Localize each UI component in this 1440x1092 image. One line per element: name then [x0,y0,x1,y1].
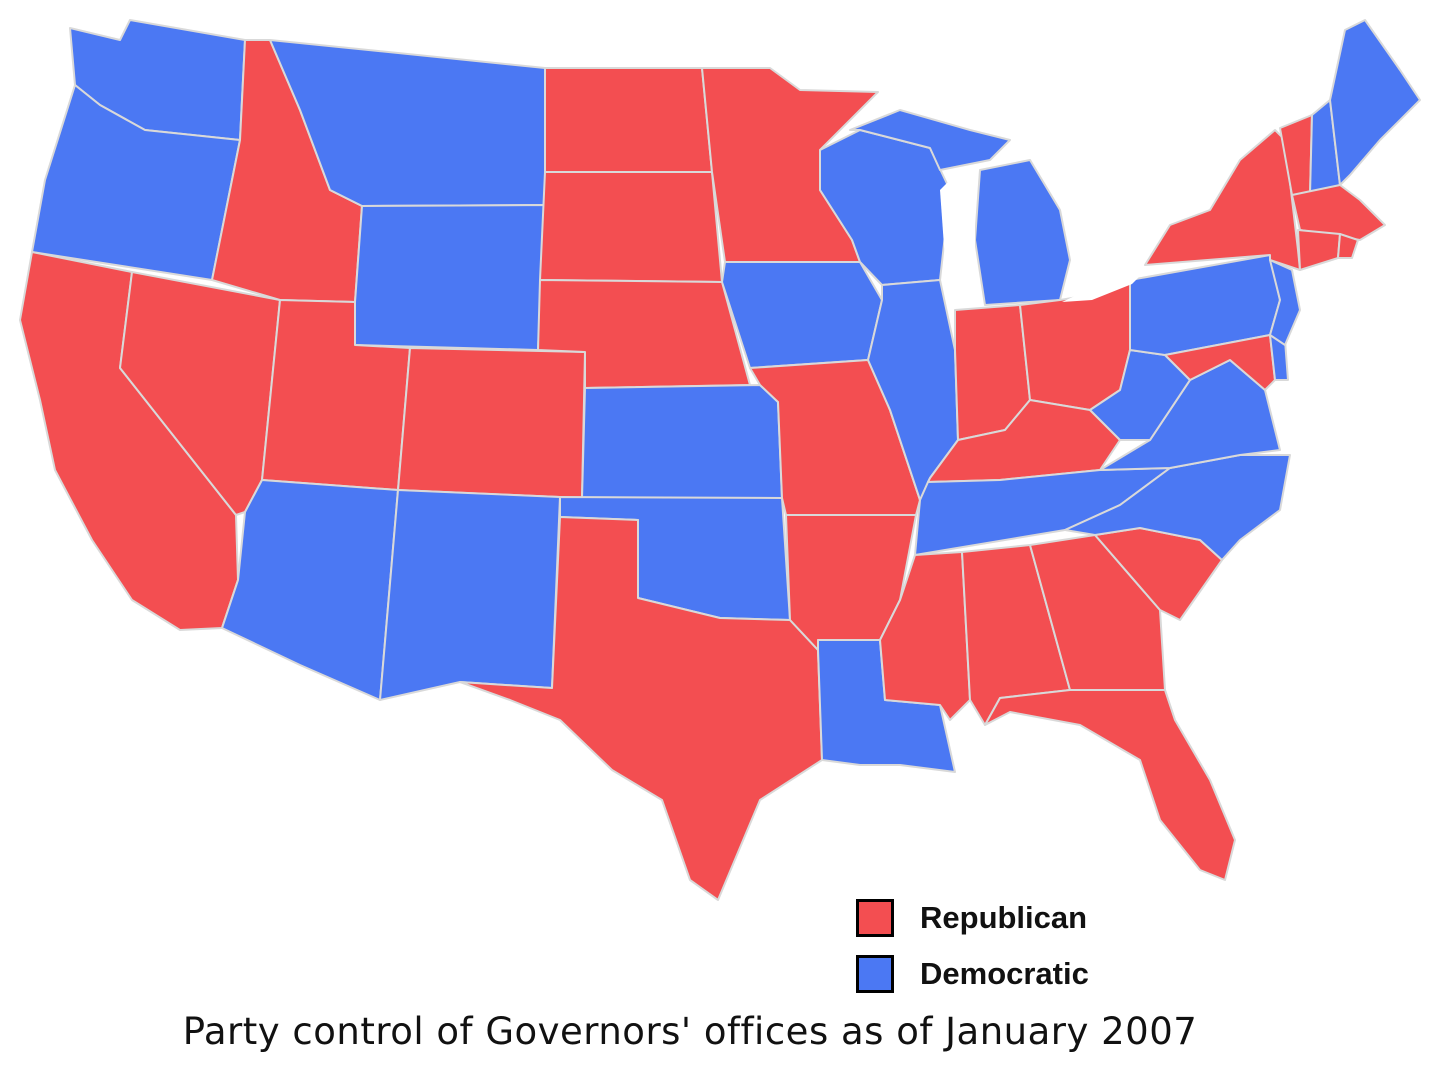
lake-erie [1062,268,1148,302]
legend: Republican Democratic [856,890,1176,1002]
state-az [221,479,399,701]
state-mi-upper [849,109,1011,171]
state-ny [1144,129,1301,271]
state-tx [459,516,823,901]
legend-swatch-republican [856,899,894,937]
us-governors-map [19,19,1421,901]
state-nd [544,67,713,173]
state-sd [539,171,723,283]
legend-item-republican: Republican [856,890,1176,946]
state-co [397,347,586,499]
state-ri [1337,233,1359,259]
state-ks [581,384,783,499]
state-ky [927,399,1121,483]
state-fl [984,689,1236,881]
legend-item-democratic: Democratic [856,946,1176,1002]
state-nm [379,489,561,701]
legend-swatch-democratic [856,955,894,993]
state-ia [721,261,883,369]
state-ct [1297,229,1341,271]
state-me [1329,19,1421,186]
legend-label-republican: Republican [920,900,1088,935]
state-nc [1064,454,1291,561]
lake-michigan [940,170,975,300]
state-mi [974,159,1071,306]
state-nj [1269,259,1301,346]
map-caption: Party control of Governors' offices as o… [182,1010,1198,1053]
legend-label-democratic: Democratic [920,956,1089,991]
map-svg [19,19,1421,901]
state-ga [1029,534,1166,691]
state-wy [354,204,546,351]
